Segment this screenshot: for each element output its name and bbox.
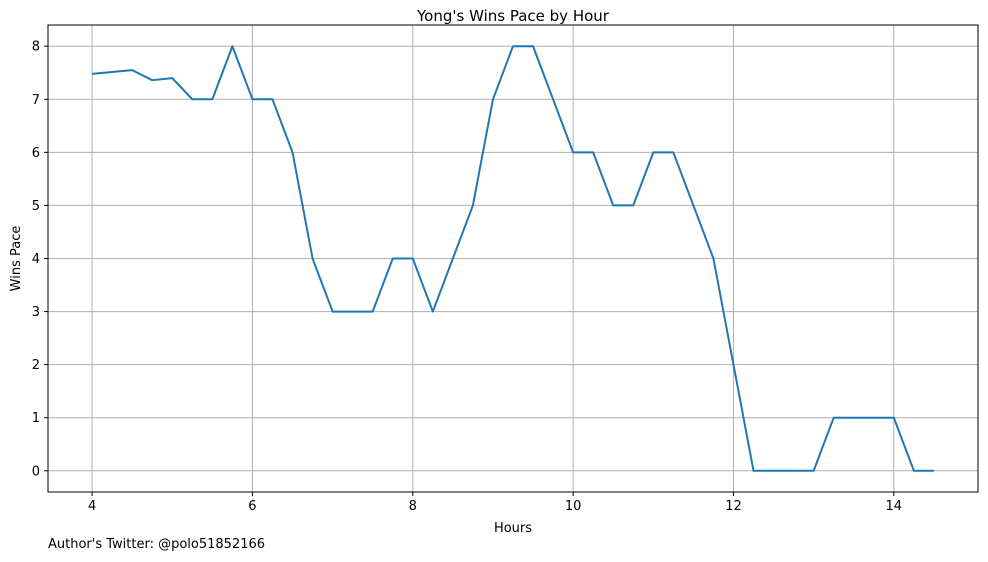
x-axis-label: Hours	[494, 521, 532, 536]
y-axis-label: Wins Pace	[9, 226, 24, 292]
y-tick-label: 1	[32, 411, 40, 426]
x-tick-label: 6	[248, 499, 256, 514]
chart-title: Yong's Wins Pace by Hour	[416, 7, 610, 25]
author-twitter-credit: Author's Twitter: @polo51852166	[48, 537, 265, 552]
y-tick-label: 5	[32, 199, 40, 214]
y-tick-label: 3	[32, 305, 40, 320]
x-tick-label: 14	[886, 499, 903, 514]
x-tick-label: 8	[409, 499, 417, 514]
x-tick-label: 4	[88, 499, 96, 514]
y-tick-label: 0	[32, 464, 40, 479]
y-tick-label: 7	[32, 93, 40, 108]
x-tick-label: 12	[725, 499, 742, 514]
y-tick-label: 8	[32, 40, 40, 55]
y-tick-label: 2	[32, 358, 40, 373]
y-tick-label: 6	[32, 146, 40, 161]
y-tick-label: 4	[32, 252, 40, 267]
x-tick-label: 10	[565, 499, 582, 514]
